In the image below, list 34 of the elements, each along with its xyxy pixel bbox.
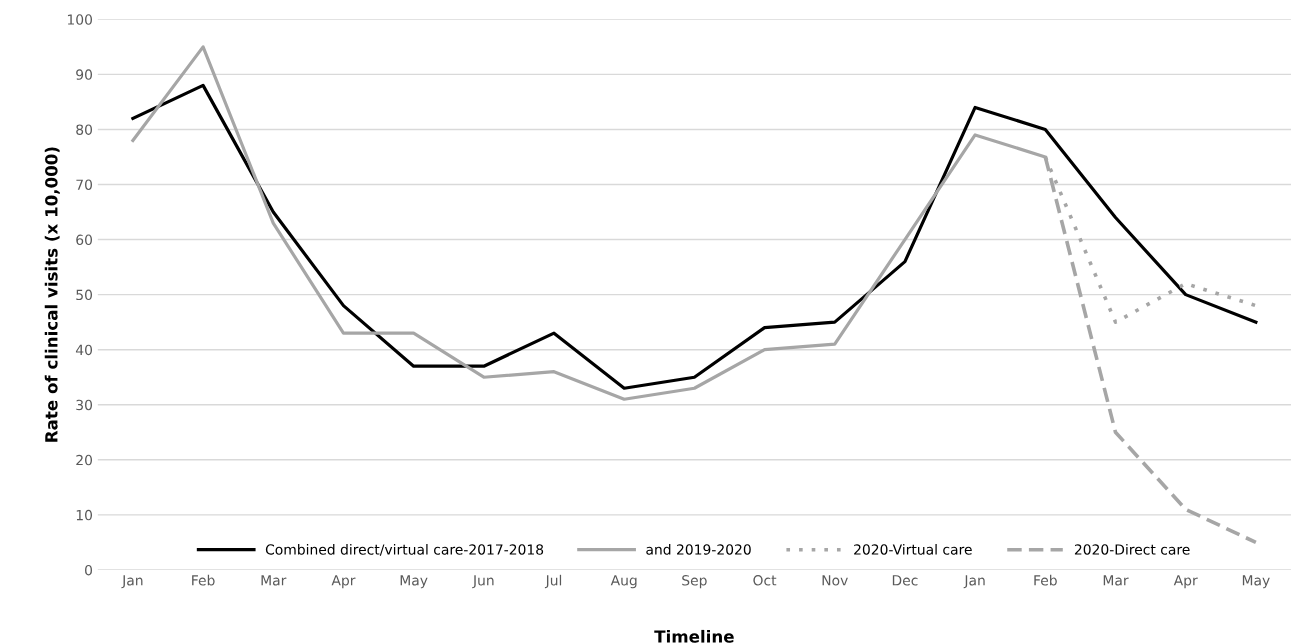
x-tick-label: Feb [1034, 574, 1057, 586]
x-tick-label: Sep [682, 575, 707, 589]
x-tick-label: Aug [610, 575, 637, 589]
x-tick-label: May [1242, 575, 1270, 589]
y-tick-label: 80 [76, 124, 93, 135]
x-tick-label: Apr [1173, 575, 1198, 589]
legend-label: 2020-Direct care [1074, 544, 1190, 555]
x-tick-label: Oct [753, 575, 777, 586]
x-tick-label: Apr [331, 575, 356, 589]
y-tick-label: 90 [76, 69, 93, 80]
x-tick-label: May [400, 575, 428, 589]
y-tick-label: 60 [76, 234, 93, 246]
y-tick-label: 100 [67, 14, 93, 25]
y-tick-label: 30 [76, 399, 93, 411]
x-tick-label: Mar [1103, 575, 1129, 586]
y-tick-label: 10 [76, 509, 93, 521]
legend-label: 2020-Virtual care [854, 544, 972, 555]
x-tick-label: Feb [192, 574, 215, 586]
y-tick-label: 0 [85, 564, 93, 576]
x-tick-label: Jan [121, 575, 143, 589]
y-tick-label: 50 [76, 289, 93, 301]
y-axis-title: Rate of clinical visits (x 10,000) [44, 147, 60, 442]
x-tick-label: Mar [261, 575, 287, 586]
y-tick-label: 70 [76, 179, 93, 190]
x-axis-title: Timeline [654, 629, 734, 643]
x-tick-label: Jan [963, 575, 985, 589]
y-tick-label: 20 [76, 454, 93, 466]
legend-label: and 2019-2020 [646, 544, 751, 555]
x-tick-label: Dec [892, 575, 918, 586]
x-tick-label: Jun [472, 575, 494, 589]
x-tick-label: Jul [544, 574, 562, 589]
y-tick-label: 40 [75, 344, 93, 356]
x-tick-label: Nov [822, 575, 848, 586]
legend-label: Combined direct/virtual care-2017-2018 [265, 544, 544, 556]
